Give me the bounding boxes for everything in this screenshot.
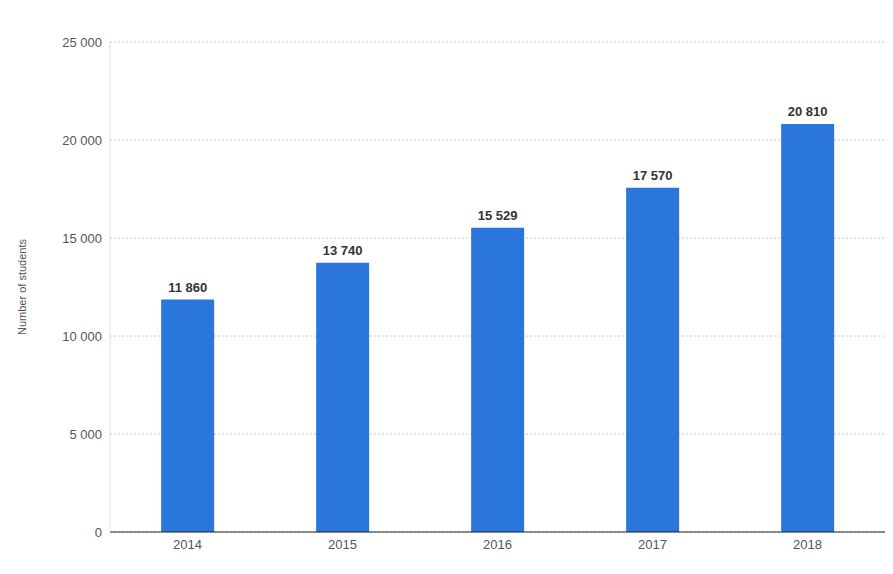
- svg-text:10 000: 10 000: [62, 329, 102, 344]
- svg-text:2016: 2016: [483, 537, 512, 552]
- svg-text:15 529: 15 529: [478, 208, 518, 223]
- svg-text:15 000: 15 000: [62, 231, 102, 246]
- svg-text:2018: 2018: [793, 537, 822, 552]
- svg-text:2014: 2014: [173, 537, 202, 552]
- svg-text:17 570: 17 570: [633, 168, 673, 183]
- svg-text:0: 0: [95, 525, 102, 540]
- svg-text:11 860: 11 860: [168, 280, 207, 295]
- svg-text:Number of students: Number of students: [16, 239, 28, 335]
- svg-text:20 810: 20 810: [788, 104, 828, 119]
- svg-text:5 000: 5 000: [69, 427, 102, 442]
- svg-text:25 000: 25 000: [62, 35, 102, 50]
- svg-text:2017: 2017: [638, 537, 667, 552]
- svg-text:2015: 2015: [328, 537, 357, 552]
- svg-text:20 000: 20 000: [62, 133, 102, 148]
- svg-text:13 740: 13 740: [323, 243, 363, 258]
